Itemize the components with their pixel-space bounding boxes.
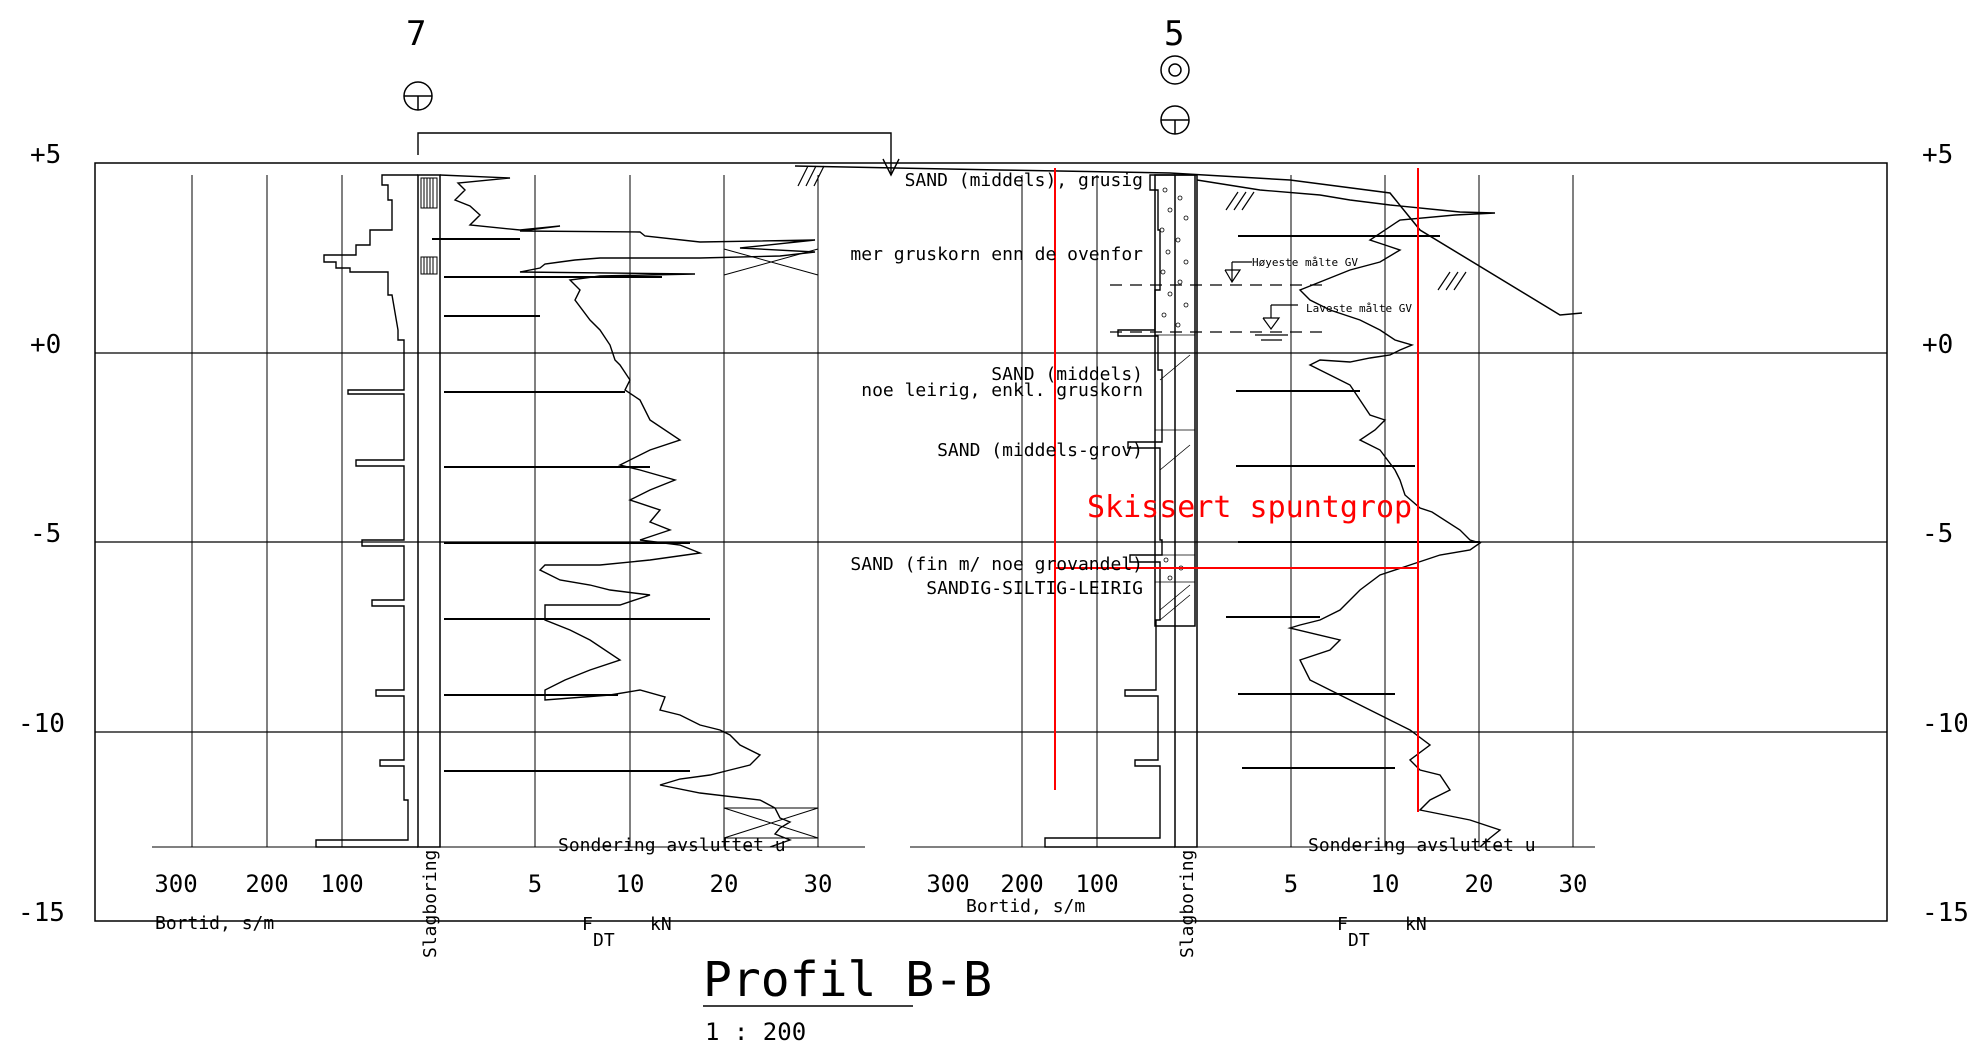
terrain-line — [794, 165, 1583, 316]
end-text: Sondering avsluttet u — [1308, 835, 1536, 856]
elevation-label: -15 — [1922, 898, 1967, 928]
bortid-tick: 100 — [320, 870, 363, 898]
slagboring-hatch — [420, 177, 438, 275]
bortid-trace — [1044, 174, 1175, 848]
borehole-id: 5 — [1164, 14, 1184, 54]
force-tick: 10 — [1371, 870, 1400, 898]
force-label-main: F — [582, 914, 593, 935]
bortid-tick: 300 — [926, 870, 969, 898]
bortid-tick: 200 — [1000, 870, 1043, 898]
slagboring-label: Slagboring — [420, 850, 441, 958]
force-tick: 5 — [528, 870, 542, 898]
force-tick: 20 — [1465, 870, 1494, 898]
force-label-sub: DT — [593, 930, 615, 951]
force-tick: 30 — [804, 870, 833, 898]
elevation-label: -15 — [18, 898, 65, 928]
force-label-unit: kN — [650, 914, 672, 935]
elevation-label: +5 — [30, 140, 61, 170]
borehole-symbol-icon — [403, 81, 433, 111]
force-trace — [1196, 179, 1502, 848]
terrain-hatch — [797, 165, 1467, 291]
soil-layer-label: mer gruskorn enn de ovenfor — [850, 244, 1143, 265]
end-text: Sondering avsluttet u — [558, 835, 786, 856]
bortid-tick: 200 — [245, 870, 288, 898]
bortid-label: Bortid, s/m — [155, 913, 274, 934]
profile-scale: 1 : 200 — [705, 1018, 806, 1046]
arrow-down-icon — [882, 158, 900, 177]
force-label-main: F — [1337, 914, 1348, 935]
elevation-grid — [95, 352, 1887, 733]
elevation-label: -10 — [1922, 709, 1967, 739]
soil-layer-label: SAND (middels-grov) — [937, 440, 1143, 461]
force-label-sub: DT — [1348, 930, 1370, 951]
bortid-label: Bortid, s/m — [966, 896, 1085, 917]
elevation-label: -10 — [18, 709, 65, 739]
sketch-outline — [1054, 168, 1419, 812]
bortid-trace — [315, 174, 418, 848]
soil-layer-label: SAND (fin m/ noe grovandel) — [850, 554, 1143, 575]
force-tick: 20 — [710, 870, 739, 898]
elevation-labels-right: +5 +0 -5 -10 -15 — [1922, 140, 1967, 928]
bortid-tick: 100 — [1075, 870, 1118, 898]
soil-layer-label: SANDIG-SILTIG-LEIRIG — [926, 578, 1143, 599]
soil-pattern-gravel — [1159, 187, 1189, 581]
force-tick: 5 — [1284, 870, 1298, 898]
elevation-label: -5 — [1922, 519, 1953, 549]
elevation-label: -5 — [30, 519, 61, 549]
elevation-label: +0 — [30, 330, 61, 360]
elevation-label: +5 — [1922, 140, 1953, 170]
borehole-symbol-icon — [1160, 55, 1190, 135]
force-spikes — [432, 238, 710, 772]
scale-lines — [152, 175, 865, 848]
gw-low-triangle-icon — [1262, 317, 1281, 331]
soil-layer-label: noe leirig, enkl. gruskorn — [861, 380, 1143, 401]
force-tick: 10 — [616, 870, 645, 898]
elevation-labels-left: +5 +0 -5 -10 -15 — [18, 140, 65, 928]
gw-low-label: Laveste målte GV — [1306, 302, 1412, 315]
soil-layer-label: SAND (middels) — [991, 364, 1143, 385]
sketch-label: Skissert spuntgrop — [1087, 490, 1412, 525]
end-box — [723, 248, 819, 839]
borehole-5: 5 — [794, 14, 1595, 958]
slagboring-label: Slagboring — [1177, 850, 1198, 958]
elevation-label: +0 — [1922, 330, 1953, 360]
connector-line — [417, 132, 892, 175]
bortid-tick: 300 — [154, 870, 197, 898]
groundwater — [1110, 261, 1325, 341]
borehole-7: 7 — [152, 14, 900, 958]
force-trace — [439, 174, 816, 848]
force-tick: 30 — [1559, 870, 1588, 898]
force-label-unit: kN — [1405, 914, 1427, 935]
soil-layer-label: SAND (middels), grusig — [905, 170, 1143, 191]
slagboring-column — [417, 174, 441, 848]
gw-high-label: Høyeste målte GV — [1252, 256, 1358, 269]
borehole-id: 7 — [406, 14, 426, 54]
force-spikes — [1226, 235, 1480, 769]
profile-title: Profil B-B — [703, 952, 992, 1008]
